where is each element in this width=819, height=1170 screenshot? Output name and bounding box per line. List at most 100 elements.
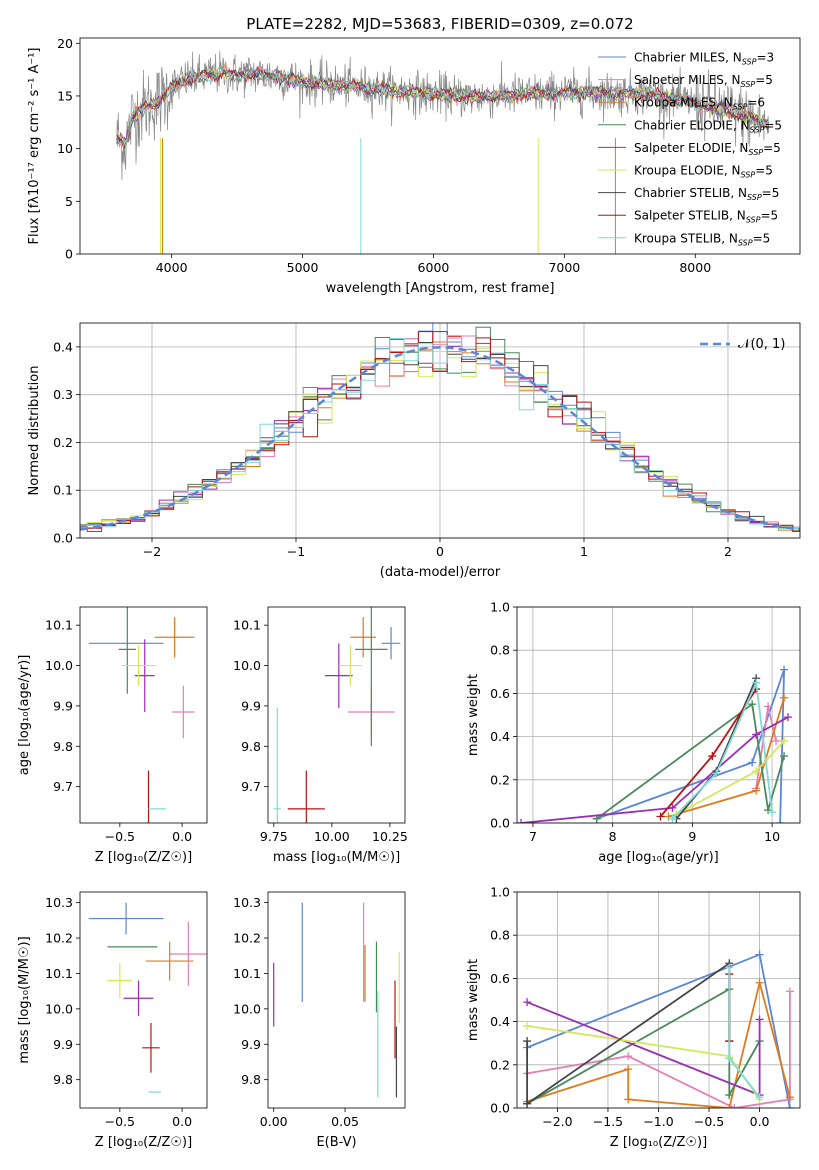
weight-line-kroupa-stelib: [671, 679, 773, 820]
x-axis-label: wavelength [Angstrom, rest frame]: [326, 281, 555, 296]
weight-point-marker: [523, 1021, 532, 1030]
plot-area-weight_vs_Z: [523, 950, 794, 1108]
legend-entry-kroupa-elodie: Kroupa ELODIE, NSSP=5: [634, 164, 773, 180]
weight-point-marker: [748, 700, 757, 709]
observed-spectrum-line: [116, 50, 769, 181]
y-tick-label: 10.3: [233, 895, 261, 910]
x-tick-label: 6000: [418, 260, 450, 275]
y-tick-label: 10.1: [45, 618, 73, 633]
weight-point-marker: [624, 1065, 633, 1074]
errorbar-kroupa-stelib: [273, 707, 281, 823]
weight-point-marker: [725, 963, 734, 972]
y-axis-label: mass [log₁₀(M/M☉)]: [17, 936, 32, 1063]
weight-point-marker: [523, 1037, 532, 1046]
plot-area-mass_vs_ebv: [273, 902, 400, 1098]
y-tick-label: 0.1: [53, 483, 73, 498]
panel-weight_vs_Z: −2.0 −1.5 −1.0 −0.5 0.0 0.0 0.2 0.4 0.6 0.8 1.0 Z […: [466, 885, 801, 1150]
y-tick-label: 0.6: [490, 686, 510, 701]
x-tick-label: 10.00: [314, 829, 350, 844]
x-axis-label: E(B-V): [316, 1135, 356, 1150]
x-tick-label: 10: [764, 829, 780, 844]
y-tick-label: 1.0: [490, 885, 510, 900]
figure-title: PLATE=2282, MJD=53683, FIBERID=0309, z=0…: [246, 15, 633, 33]
plot-area-weight_vs_age: [517, 665, 793, 823]
weight-point-marker: [768, 808, 777, 817]
y-axis-label: Normed distribution: [27, 366, 42, 496]
x-tick-label: 5000: [287, 260, 319, 275]
y-tick-label: 9.9: [53, 1037, 73, 1052]
panel-residuals: −2 −1 0 1 2 0.0 0.1 0.2 0.3 0.4 (data-model)/error…: [27, 322, 801, 580]
y-tick-label: 0.4: [53, 339, 73, 354]
y-tick-label: 0: [65, 247, 73, 262]
y-tick-label: 9.9: [241, 698, 261, 713]
weight-point-marker: [780, 736, 789, 745]
errorbar-kroupa-elodie: [338, 645, 363, 686]
errorbar-kroupa-elodie: [107, 962, 133, 999]
axes-frame-mass_vs_ebv: [267, 891, 406, 1109]
plot-area-mass_vs_Z: [88, 902, 207, 1093]
weight-line-kroupa-miles: [526, 982, 791, 1108]
model-spectrum-kroupa-elodie: [116, 67, 769, 147]
weight-line-kroupa-stelib: [728, 967, 761, 1098]
x-axis-label: Z [log₁₀(Z/Z☉)]: [95, 850, 192, 865]
x-tick-label: 8: [609, 829, 617, 844]
axes-frame-residuals: [79, 322, 801, 539]
weight-point-marker: [772, 736, 781, 745]
errorbar-salpeter-elodie: [134, 639, 155, 712]
errorbar-chabrier-miles: [381, 627, 401, 660]
x-tick-label: −1: [287, 544, 305, 559]
weight-point-marker: [748, 758, 757, 767]
y-tick-label: 0.0: [490, 816, 510, 831]
y-tick-label: 10.0: [233, 1001, 261, 1016]
weight-point-marker: [708, 752, 717, 761]
x-tick-label: 7: [529, 829, 537, 844]
errorbar-kroupa-miles: [154, 617, 195, 658]
y-tick-label: 10.3: [45, 895, 73, 910]
x-tick-label: −2.0: [542, 1114, 572, 1129]
weight-point-marker: [785, 1104, 794, 1108]
y-tick-label: 10.1: [233, 966, 261, 981]
weight-point-marker: [624, 1095, 633, 1104]
weight-point-marker: [755, 950, 764, 959]
axes-frame-weight_vs_Z: [516, 891, 801, 1109]
errorbar-chabrier-miles: [88, 902, 164, 935]
model-spectrum-chabrier-stelib: [116, 69, 769, 149]
weight-point-marker: [755, 1015, 764, 1024]
weight-point-marker: [725, 1091, 734, 1100]
y-tick-label: 0.4: [490, 729, 510, 744]
legend-entry-chabrier-miles: Chabrier MILES, NSSP=3: [634, 51, 774, 67]
y-tick-label: 9.9: [241, 1037, 261, 1052]
axes-frame-age_vs_mass: [267, 606, 406, 824]
legend-entry-kroupa-miles: Kroupa MILES, NSSP=6: [634, 96, 765, 112]
y-tick-label: 10.1: [233, 618, 261, 633]
x-tick-label: −1.5: [593, 1114, 623, 1129]
weight-point-marker: [668, 814, 677, 823]
axes-frame-age_vs_Z: [79, 606, 208, 824]
weight-point-marker: [764, 702, 773, 711]
x-tick-label: 0.0: [750, 1114, 770, 1129]
errorbar-salpeter-miles: [169, 922, 207, 986]
spectrum-legend: Chabrier MILES, NSSP=3 Salpeter MILES, NS…: [598, 51, 782, 247]
x-tick-label: 0.05: [331, 1114, 359, 1129]
weight-point-marker: [785, 1093, 794, 1102]
y-tick-label: 0.2: [490, 772, 510, 787]
x-tick-label: −0.5: [105, 829, 135, 844]
y-tick-label: 10: [57, 141, 73, 156]
y-tick-label: 0.6: [490, 971, 510, 986]
histogram-kroupa-stelib: [80, 335, 800, 530]
weight-point-marker: [784, 713, 793, 722]
y-tick-label: 10.2: [233, 931, 261, 946]
errorbar-salpeter-miles: [172, 685, 195, 739]
y-tick-label: 9.9: [53, 698, 73, 713]
weight-line-salpeter-elodie: [526, 1001, 761, 1097]
weight-point-marker: [624, 1052, 633, 1061]
y-tick-label: 0.0: [490, 1101, 510, 1116]
x-tick-label: 10.25: [372, 829, 408, 844]
y-tick-label: 10.1: [45, 966, 73, 981]
y-tick-label: 10.0: [45, 1001, 73, 1016]
errorbar-salpeter-stelib: [142, 1023, 160, 1073]
x-tick-label: 0.0: [172, 829, 192, 844]
errorbar-kroupa-miles: [145, 941, 194, 981]
plot-area-age_vs_Z: [88, 607, 195, 823]
y-axis-label: mass weight: [466, 674, 481, 756]
